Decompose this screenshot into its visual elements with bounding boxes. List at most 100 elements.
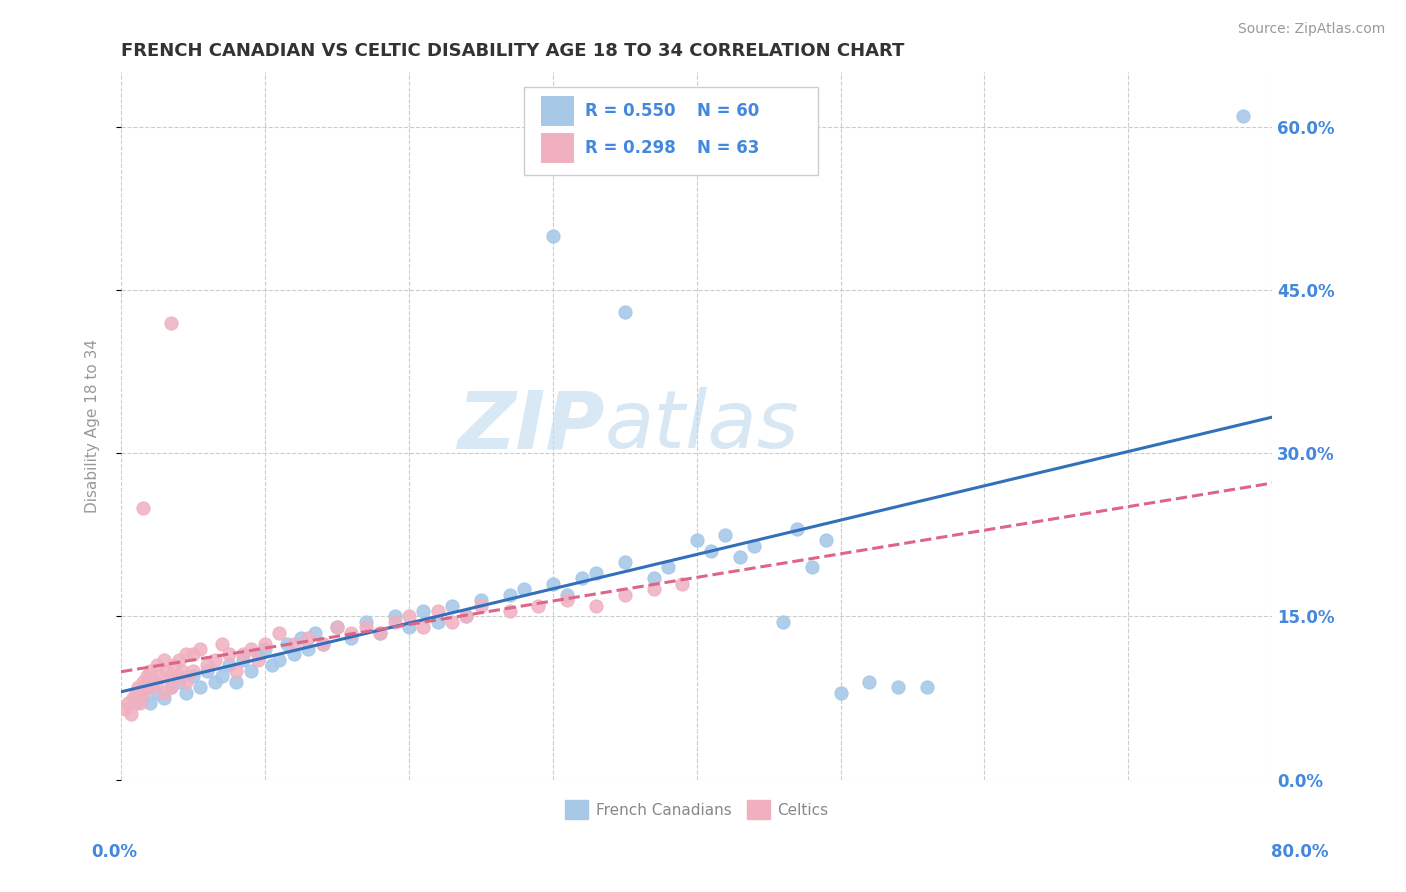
Point — [114, 702, 136, 716]
Point — [188, 680, 211, 694]
Point — [232, 653, 254, 667]
Point — [354, 615, 377, 629]
Point — [585, 566, 607, 580]
Point — [858, 674, 880, 689]
Point — [146, 658, 169, 673]
Point — [124, 697, 146, 711]
Point — [728, 549, 751, 564]
Point — [571, 571, 593, 585]
Point — [613, 305, 636, 319]
Point — [167, 669, 190, 683]
Text: R = 0.298: R = 0.298 — [585, 139, 676, 157]
Point — [139, 680, 162, 694]
Point — [456, 609, 478, 624]
Point — [160, 680, 183, 694]
Point — [120, 707, 142, 722]
Point — [441, 615, 464, 629]
Point — [139, 664, 162, 678]
Point — [117, 697, 139, 711]
Point — [167, 653, 190, 667]
Point — [132, 691, 155, 706]
Point — [246, 648, 269, 662]
Point — [1232, 109, 1254, 123]
Point — [657, 560, 679, 574]
Point — [297, 631, 319, 645]
Point — [304, 625, 326, 640]
Point — [786, 522, 808, 536]
Point — [686, 533, 709, 548]
Point — [714, 528, 737, 542]
Point — [146, 685, 169, 699]
Point — [384, 615, 406, 629]
Point — [160, 680, 183, 694]
Point — [128, 697, 150, 711]
Point — [887, 680, 910, 694]
Text: atlas: atlas — [605, 387, 800, 465]
Point — [671, 576, 693, 591]
Point — [153, 653, 176, 667]
Point — [188, 642, 211, 657]
Point — [269, 653, 291, 667]
Point — [269, 625, 291, 640]
Point — [585, 599, 607, 613]
Point — [555, 588, 578, 602]
Point — [127, 680, 149, 694]
Point — [297, 642, 319, 657]
Point — [153, 685, 176, 699]
Point — [426, 604, 449, 618]
Point — [197, 664, 219, 678]
Point — [412, 620, 434, 634]
Point — [211, 669, 233, 683]
Text: 80.0%: 80.0% — [1271, 843, 1329, 861]
Point — [163, 658, 186, 673]
Point — [742, 539, 765, 553]
Point — [368, 625, 391, 640]
Point — [132, 674, 155, 689]
Point — [340, 625, 363, 640]
Point — [470, 593, 492, 607]
Point — [915, 680, 938, 694]
Point — [283, 648, 305, 662]
Legend: French Canadians, Celtics: French Canadians, Celtics — [560, 794, 834, 825]
Bar — [541, 133, 574, 163]
Point — [830, 685, 852, 699]
Point — [136, 669, 159, 683]
Point — [398, 609, 420, 624]
Point — [174, 685, 197, 699]
Point — [412, 604, 434, 618]
Point — [513, 582, 536, 597]
Point — [156, 664, 179, 678]
Point — [139, 697, 162, 711]
Point — [253, 642, 276, 657]
Point — [426, 615, 449, 629]
Text: N = 60: N = 60 — [697, 103, 759, 120]
Point — [326, 620, 349, 634]
Point — [204, 674, 226, 689]
Point — [368, 625, 391, 640]
Text: 0.0%: 0.0% — [91, 843, 138, 861]
Point — [311, 637, 333, 651]
Point — [441, 599, 464, 613]
Text: R = 0.550: R = 0.550 — [585, 103, 675, 120]
Point — [470, 599, 492, 613]
Point — [643, 582, 665, 597]
Point — [643, 571, 665, 585]
Point — [527, 599, 550, 613]
Point — [384, 609, 406, 624]
Point — [290, 631, 312, 645]
Point — [225, 664, 247, 678]
Point — [132, 500, 155, 515]
Point — [815, 533, 838, 548]
Point — [181, 669, 204, 683]
Point — [311, 637, 333, 651]
Point — [197, 658, 219, 673]
Point — [541, 228, 564, 243]
Point — [174, 648, 197, 662]
Y-axis label: Disability Age 18 to 34: Disability Age 18 to 34 — [86, 339, 100, 513]
Point — [354, 620, 377, 634]
Point — [456, 609, 478, 624]
Point — [167, 674, 190, 689]
Point — [211, 637, 233, 651]
Point — [239, 642, 262, 657]
Text: Source: ZipAtlas.com: Source: ZipAtlas.com — [1237, 22, 1385, 37]
